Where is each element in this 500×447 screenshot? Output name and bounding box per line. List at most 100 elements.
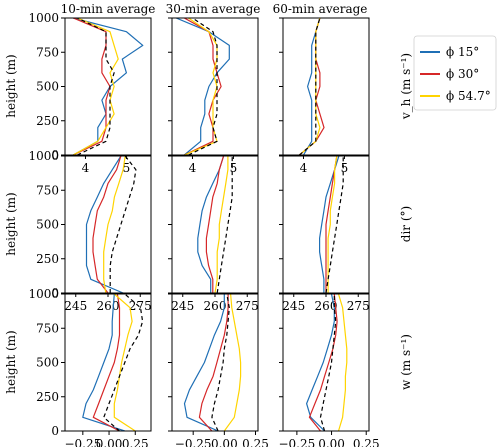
series-line-reference [299, 18, 321, 155]
series-line-reference [103, 294, 144, 431]
x-tick-label: 0.00 [318, 437, 345, 447]
series-lines [197, 156, 233, 293]
y-tick-label: 1000 [28, 11, 59, 25]
y-axis-labels: height (m) height (m) height (m) [4, 54, 18, 393]
x-tick-label: 275 [347, 299, 370, 313]
x-tick-label: −0.25 [64, 437, 101, 447]
x-tick-label: 5 [123, 161, 131, 175]
y-tick-label: 1000 [28, 149, 59, 163]
x-tick-label: −0.25 [278, 437, 315, 447]
y-axis-label-row2: height (m) [4, 192, 18, 255]
series-line-15 [197, 156, 225, 293]
panel-frame [64, 293, 152, 432]
series-lines [299, 18, 325, 155]
series-line-54.7 [72, 18, 119, 155]
panel-w-col2: −0.25 0.00 0.25 [168, 293, 269, 447]
series-line-30 [308, 294, 338, 431]
series-line-reference [319, 294, 337, 431]
panel-frame [171, 155, 259, 294]
series-line-reference [216, 156, 233, 293]
x-tick-label: 0.25 [242, 437, 269, 447]
series-line-30 [72, 18, 111, 155]
legend: ϕ 15° ϕ 30° ϕ 54.7° [413, 35, 497, 111]
x-tick-label: 0.00 [96, 437, 123, 447]
series-line-30 [205, 156, 225, 293]
series-line-15 [85, 156, 124, 293]
column-title-60min: 60-min average [273, 2, 368, 16]
x-tick-label: −0.25 [175, 437, 212, 447]
y-tick-label: 500 [36, 356, 59, 370]
x-tick-label: 260 [204, 299, 227, 313]
x-tick-label: 0.00 [211, 437, 238, 447]
panel-dir-col1: 245 260 275 0 250 500 750 1000 [28, 149, 151, 313]
series-lines [175, 18, 230, 155]
x-tick-label: 245 [171, 299, 194, 313]
y-tick-label: 0 [51, 424, 59, 438]
series-line-15 [302, 18, 321, 155]
series-lines [306, 294, 348, 431]
legend-box [413, 35, 497, 111]
series-line-reference [325, 156, 344, 293]
column-title-30min: 30-min average [166, 2, 261, 16]
series-line-reference [188, 18, 218, 155]
x-tick-label: 260 [315, 299, 338, 313]
y-tick-label: 250 [36, 114, 59, 128]
legend-label-547: ϕ 54.7° [446, 89, 491, 103]
y-tick-label: 750 [36, 321, 59, 335]
series-line-15 [319, 156, 340, 293]
row-label-w: w (m s⁻¹) [399, 334, 413, 390]
y-tick-label: 500 [36, 80, 59, 94]
row-label-dir: dir (°) [399, 206, 413, 242]
x-tick-label: 245 [282, 299, 305, 313]
series-line-54.7 [299, 18, 321, 155]
x-tick-label: 245 [64, 299, 87, 313]
legend-label-15: ϕ 15° [446, 45, 479, 59]
series-line-54.7 [337, 294, 348, 431]
series-line-reference [77, 18, 115, 155]
series-line-30 [92, 156, 122, 293]
series-line-54.7 [223, 294, 242, 431]
x-tick-label: 0.25 [122, 437, 149, 447]
x-tick-label: 4 [189, 161, 197, 175]
panel-frame [282, 17, 370, 156]
x-tick-label: 260 [97, 299, 120, 313]
panel-dir-col2: 245 260 275 [168, 155, 259, 313]
series-line-15 [183, 294, 225, 431]
series-line-30 [184, 18, 222, 155]
x-tick-label: 4 [82, 161, 90, 175]
series-line-30 [325, 156, 338, 293]
row-label-vh: v_h (m s⁻¹) [399, 53, 413, 120]
y-axis-label-row1: height (m) [4, 54, 18, 117]
series-line-54.7 [103, 156, 126, 293]
column-title-10min: 10-min average [61, 2, 156, 16]
series-lines [319, 156, 344, 293]
panel-dir-col3: 245 260 275 [279, 155, 370, 313]
row-labels: v_h (m s⁻¹) dir (°) w (m s⁻¹) [399, 53, 413, 390]
legend-label-30: ϕ 30° [446, 67, 479, 81]
series-line-54.7 [327, 156, 338, 293]
panel-w-col3: −0.25 0.00 0.25 [278, 293, 380, 447]
y-axis-label-row3: height (m) [4, 330, 18, 393]
series-lines [72, 18, 144, 155]
series-line-30 [198, 294, 229, 431]
y-tick-label: 750 [36, 45, 59, 59]
panel-w-col1: −0.250.00 0.25 0 250 500 750 1000 [28, 287, 152, 447]
column-titles: 10-min average 30-min average 60-min ave… [61, 2, 368, 16]
series-line-15 [82, 294, 125, 431]
series-line-15 [175, 18, 230, 155]
panel-frame [282, 293, 370, 432]
x-tick-label: 5 [341, 161, 349, 175]
series-line-30 [92, 294, 121, 431]
panel-vh-col1: 4 5 0 250 500 750 1000 [28, 11, 152, 175]
x-tick-label: 5 [230, 161, 238, 175]
series-line-reference [211, 294, 230, 431]
series-lines [85, 156, 137, 293]
x-tick-label: 0.25 [353, 437, 380, 447]
series-line-reference [109, 156, 137, 293]
y-tick-label: 250 [36, 252, 59, 266]
series-line-15 [306, 294, 335, 431]
series-line-54.7 [113, 294, 136, 431]
